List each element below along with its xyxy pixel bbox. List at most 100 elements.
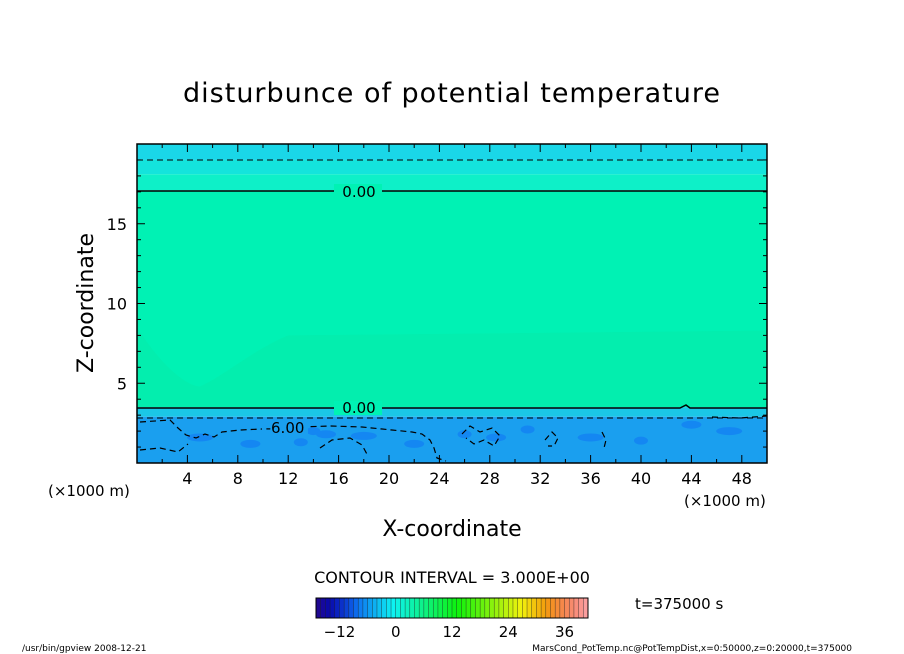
x-tick-label: 24 [429, 469, 449, 488]
y-tick-label: 5 [117, 374, 127, 393]
colorbar-cell [423, 598, 430, 618]
colorbar-tick-label: −12 [324, 623, 356, 641]
contour-line-zero-bottom [137, 404, 767, 409]
x-axis-label: X-coordinate [382, 517, 521, 542]
y-tick-label: 15 [107, 215, 127, 234]
x-tick-label: 28 [480, 469, 500, 488]
colorbar-cell [358, 598, 364, 618]
colorbar-cell [339, 598, 345, 618]
x-tick-label: 12 [278, 469, 298, 488]
x-tick-label: 36 [580, 469, 600, 488]
colorbar-cell [498, 598, 505, 618]
colorbar-cell [316, 598, 322, 618]
colorbar-cell [405, 598, 411, 618]
footer-left: /usr/bin/gpview 2008-12-21 [22, 644, 146, 654]
blob-6 [293, 438, 308, 447]
colorbar-cell [320, 598, 326, 618]
colorbar-cell [536, 598, 542, 618]
colorbar-tick-label: 24 [499, 623, 518, 641]
colorbar-cell [494, 598, 500, 618]
colorbar-cell [334, 598, 340, 618]
blob-1 [316, 430, 336, 439]
x-tick-label: 8 [233, 469, 243, 488]
colorbar-cell [461, 598, 467, 618]
contour-label-minus6: -6.00 [266, 419, 305, 437]
colorbar-cell [372, 598, 378, 618]
colorbar-cell [325, 598, 331, 618]
y-axis-label: Z-coordinate [74, 233, 99, 373]
colorbar-tick-label: 0 [391, 623, 401, 641]
y-tick-label: 10 [107, 295, 127, 314]
x-tick-label: 44 [681, 469, 701, 488]
colorbar-cell [545, 598, 551, 618]
chart-title: disturbunce of potential temperature [183, 78, 721, 109]
colorbar-cell [466, 598, 472, 618]
colorbar-cell [367, 598, 373, 618]
colorbar-cell [419, 598, 425, 618]
colorbar-cell [541, 598, 547, 618]
colorbar-cell [442, 598, 448, 618]
colorbar-cell [362, 598, 369, 618]
layer-0 [137, 144, 767, 160]
x-tick-label: 4 [182, 469, 192, 488]
layer-5 [137, 416, 767, 463]
colorbar-cell [512, 598, 519, 618]
x-tick-label: 40 [631, 469, 651, 488]
colorbar-cell [480, 598, 486, 618]
blob-5 [577, 433, 604, 442]
colorbar-tick-label: 12 [442, 623, 461, 641]
colorbar-tick-labels: −12 0 12 24 36 [324, 623, 574, 641]
blob-9 [520, 425, 535, 434]
blob-8 [187, 433, 213, 442]
x-unit-left: (×1000 m) [48, 482, 130, 500]
colorbar-cell [376, 598, 383, 618]
colorbar-cell [395, 598, 401, 618]
colorbar-tick-label: 36 [555, 623, 574, 641]
x-tick-label: 32 [530, 469, 550, 488]
colorbar-cell [456, 598, 462, 618]
blob-10 [681, 420, 702, 429]
colorbar-cell [559, 598, 566, 618]
colorbar-cell [386, 598, 392, 618]
x-tick-label: 48 [732, 469, 752, 488]
plot-area [137, 144, 767, 463]
layer-1 [137, 159, 767, 175]
colorbar-cell [447, 598, 453, 618]
footer-right: MarsCond_PotTemp.nc@PotTempDist,x=0:5000… [532, 644, 852, 654]
colorbar-cell [564, 598, 570, 618]
colorbar-cell [503, 598, 509, 618]
colorbar-cell [428, 598, 434, 618]
layer-4 [137, 407, 767, 417]
colorbar-cell [330, 598, 336, 618]
colorbar-cell [573, 598, 580, 618]
colorbar-cell [344, 598, 350, 618]
lower-green-band [137, 327, 767, 408]
colorbar-cell [508, 598, 514, 618]
axis-ticks [137, 144, 767, 463]
blob-12 [634, 436, 648, 445]
blob-13 [240, 439, 261, 448]
colorbar-cell [555, 598, 561, 618]
colorbar-cell [484, 598, 491, 618]
contour-label-zero-bottom: 0.00 [342, 399, 375, 417]
colorbar-cell [522, 598, 528, 618]
colorbar-cell [527, 598, 533, 618]
colorbar-cell [391, 598, 397, 618]
y-tick-labels: 5 10 15 [107, 215, 127, 394]
colorbar-cell [569, 598, 575, 618]
colorbar-cell [381, 598, 387, 618]
low-value-blobs [187, 420, 743, 448]
blob-3 [457, 430, 472, 439]
colorbar-cell [409, 598, 415, 618]
blob-2 [350, 431, 377, 440]
blob-4 [486, 433, 507, 442]
colorbar-cell [475, 598, 481, 618]
contour-interval: CONTOUR INTERVAL = 3.000E+00 [314, 568, 590, 587]
colorbar-frame [315, 597, 589, 619]
colorbar-cell [470, 598, 476, 618]
x-tick-labels: 4 8 12 16 20 24 28 32 36 40 44 48 [182, 469, 752, 488]
colorbar-cell [550, 598, 556, 618]
colorbar-cell [578, 598, 584, 618]
x-unit-right: (×1000 m) [684, 492, 766, 510]
